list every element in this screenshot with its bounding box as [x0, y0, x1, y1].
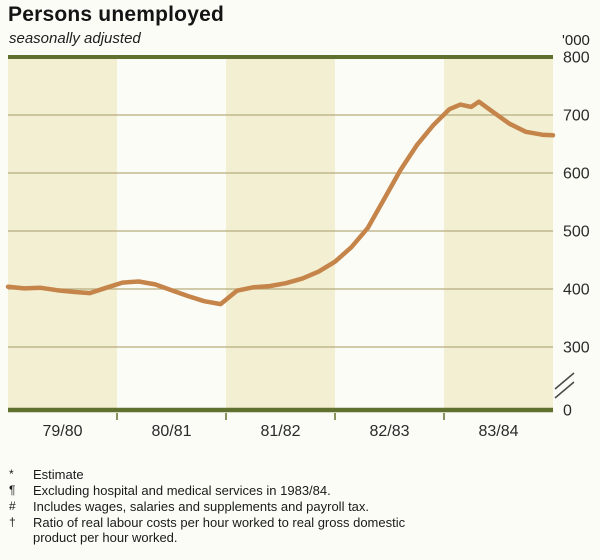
y-axis-unit-label: '000	[562, 32, 590, 49]
unemployment-line-chart: 800 700 600 500 400 300 0 79/80 80/81 81/82 82/83 8…	[5, 50, 590, 440]
year-band-81-82	[226, 57, 335, 410]
footnotes: * Estimate ¶ Excluding hospital and medical…	[9, 467, 409, 546]
footnote-symbol-3: #	[9, 499, 16, 513]
footnote-text-2: Excluding hospital and medical services …	[33, 483, 331, 498]
footnote-2: ¶ Excluding hospital and medical services…	[9, 483, 409, 498]
x-axis-label-81-82: 81/82	[260, 423, 300, 440]
y-axis-tick-label-800: 800	[563, 50, 590, 67]
y-axis-tick-label-400: 400	[563, 282, 590, 299]
footnote-text-3: Includes wages, salaries and supplements…	[33, 499, 370, 514]
y-axis-tick-label-700: 700	[563, 108, 590, 125]
y-axis-tick-label-300: 300	[563, 340, 590, 357]
footnote-text-4: Ratio of real labour costs per hour work…	[33, 515, 406, 545]
axis-break-mark-2	[554, 381, 575, 399]
chart-subtitle: seasonally adjusted	[9, 30, 141, 47]
footnote-3: # Includes wages, salaries and supplement…	[9, 499, 409, 514]
x-axis-label-83-84: 83/84	[478, 423, 518, 440]
footnote-text-1: Estimate	[33, 467, 84, 482]
year-band-83-84	[444, 57, 553, 410]
chart-title: Persons unemployed	[8, 3, 224, 26]
data-line-persons-unemployed	[5, 99, 556, 307]
x-axis-label-79-80: 79/80	[42, 423, 82, 440]
x-axis-label-82-83: 82/83	[369, 423, 409, 440]
year-band-79-80	[8, 57, 117, 410]
x-axis-label-80-81: 80/81	[151, 423, 191, 440]
footnote-4: † Ratio of real labour costs per hour wor…	[9, 515, 409, 545]
axis-break-mark-1	[554, 372, 575, 390]
y-axis-tick-label-600: 600	[563, 166, 590, 183]
footnote-symbol-1: *	[9, 467, 14, 481]
y-axis-tick-label-0: 0	[563, 403, 572, 420]
y-axis-tick-label-500: 500	[563, 224, 590, 241]
footnote-symbol-4: †	[9, 515, 16, 529]
footnote-1: * Estimate	[9, 467, 409, 482]
footnote-symbol-2: ¶	[9, 483, 16, 497]
